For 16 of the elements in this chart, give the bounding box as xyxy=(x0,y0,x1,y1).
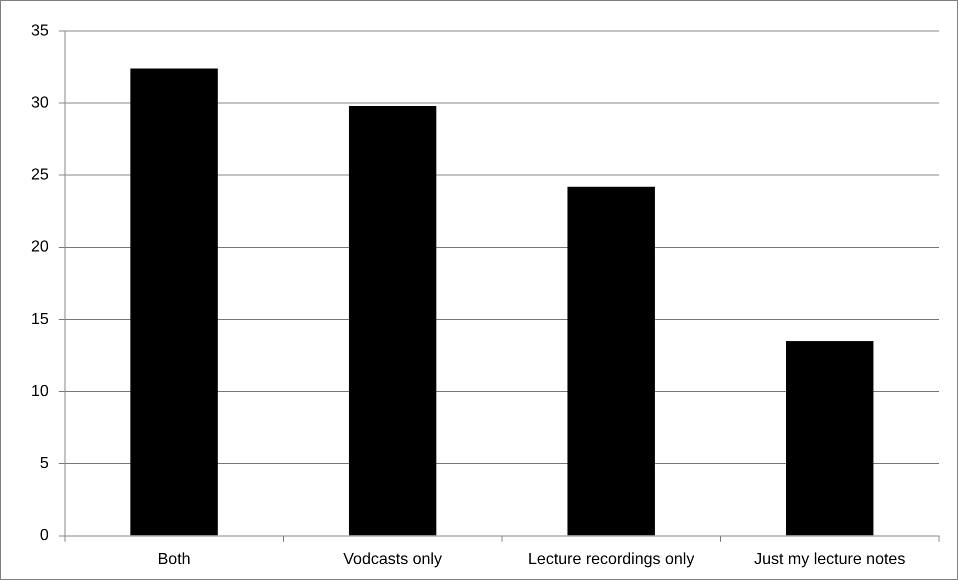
x-tick-label: Lecture recordings only xyxy=(528,550,694,568)
bar xyxy=(567,186,655,536)
bar xyxy=(786,341,874,536)
bar xyxy=(348,106,436,536)
y-tick-label: 25 xyxy=(31,166,49,184)
y-tick-label: 35 xyxy=(31,22,49,40)
y-tick-label: 5 xyxy=(40,455,49,472)
y-tick-label: 15 xyxy=(31,310,49,328)
x-tick-label: Vodcasts only xyxy=(343,550,442,568)
x-tick-label: Just my lecture notes xyxy=(754,550,906,568)
y-tick-label: 30 xyxy=(31,94,49,112)
x-tick-label: Both xyxy=(158,550,191,568)
y-tick-label: 10 xyxy=(31,382,49,400)
bar xyxy=(130,68,218,536)
y-tick-label: 0 xyxy=(40,527,49,544)
y-tick-label: 20 xyxy=(31,238,49,256)
